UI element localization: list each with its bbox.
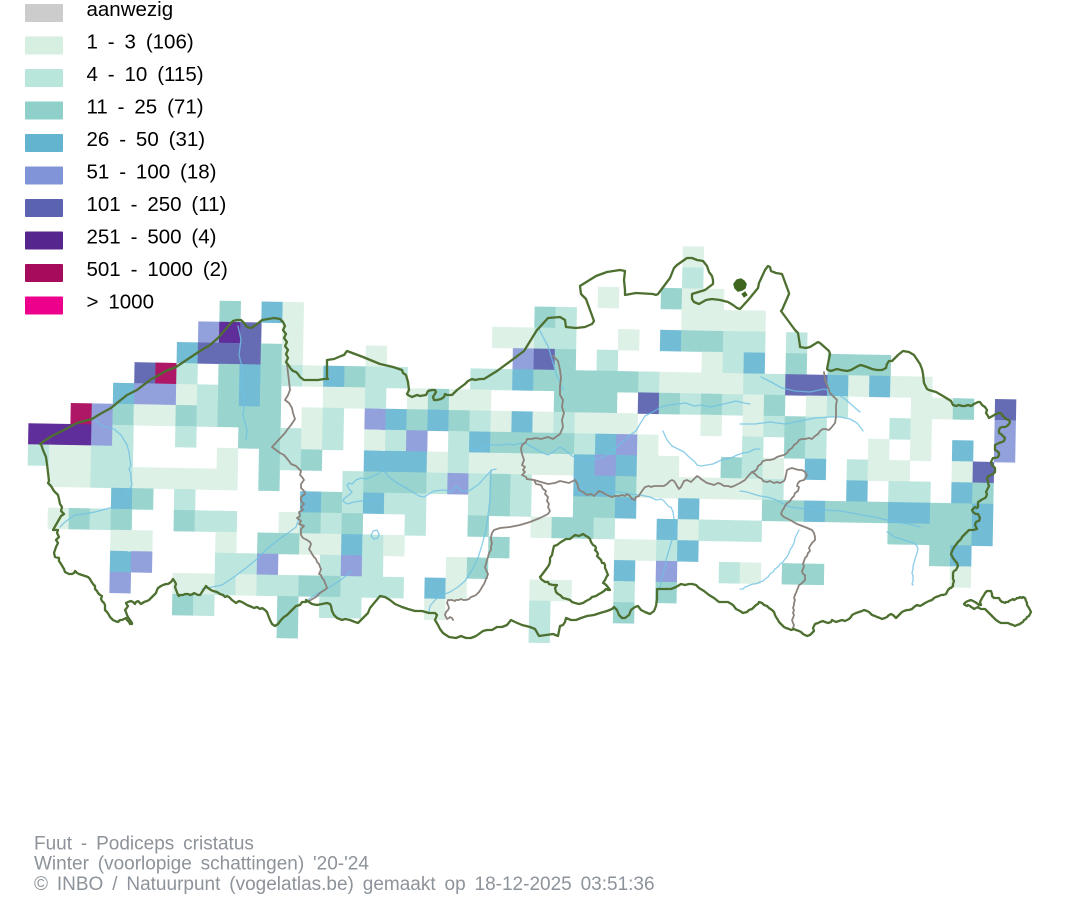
svg-text:501 - 1000 (2): 501 - 1000 (2) xyxy=(87,258,228,281)
svg-text:101 - 250 (11): 101 - 250 (11) xyxy=(87,193,227,216)
svg-text:> 1000: > 1000 xyxy=(87,291,154,314)
svg-text:Winter (voorlopige schattingen: Winter (voorlopige schattingen) '20-'24 xyxy=(34,854,369,875)
svg-text:51 - 100 (18): 51 - 100 (18) xyxy=(87,161,217,184)
svg-text:Fuut - Podiceps cristatus: Fuut - Podiceps cristatus xyxy=(34,834,254,855)
svg-text:aanwezig: aanwezig xyxy=(87,0,174,21)
svg-text:1 - 3 (106): 1 - 3 (106) xyxy=(87,31,194,54)
svg-text:251 - 500 (4): 251 - 500 (4) xyxy=(87,226,217,249)
svg-text:26 - 50 (31): 26 - 50 (31) xyxy=(87,128,206,151)
svg-text:11 - 25 (71): 11 - 25 (71) xyxy=(87,96,204,119)
svg-text:4 - 10 (115): 4 - 10 (115) xyxy=(87,63,204,86)
svg-text:© INBO / Natuurpunt (vogelatla: © INBO / Natuurpunt (vogelatlas.be) gema… xyxy=(34,874,655,895)
